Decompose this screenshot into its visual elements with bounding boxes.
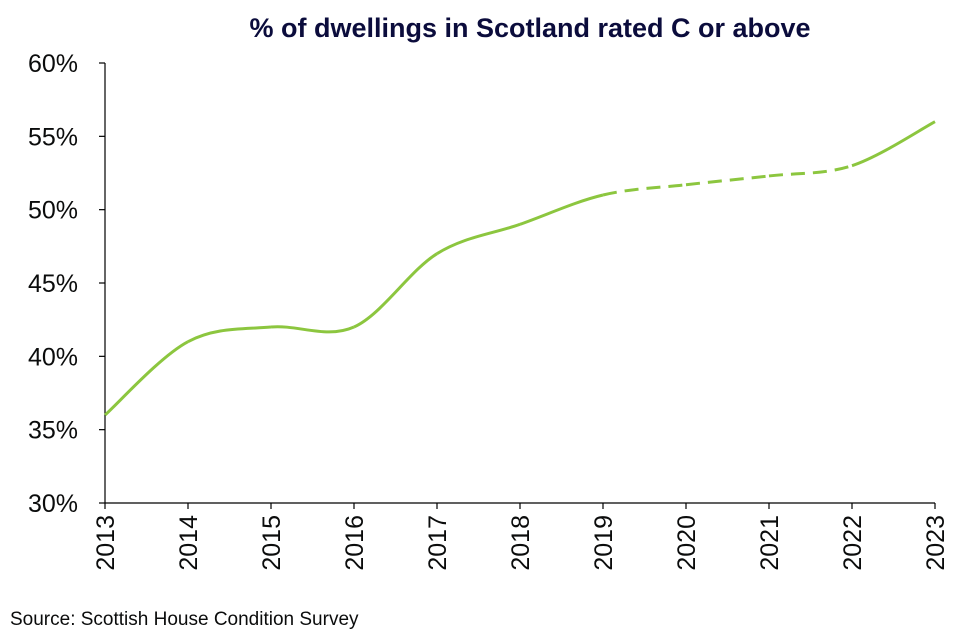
x-tick-label: 2013 <box>92 515 120 571</box>
x-tick-label: 2014 <box>175 515 203 571</box>
y-tick-label: 35% <box>28 417 78 445</box>
x-tick-label: 2023 <box>922 515 950 571</box>
y-tick-label: 30% <box>28 490 78 518</box>
series-line-segment <box>353 252 438 329</box>
series-line-segment-dashed <box>685 174 770 187</box>
x-tick-label: 2016 <box>341 515 369 571</box>
x-tick-label: 2018 <box>507 515 535 571</box>
series-line-segment <box>270 325 355 334</box>
y-tick-label: 55% <box>28 123 78 151</box>
x-tick-label: 2021 <box>756 515 784 571</box>
source-note: Source: Scottish House Condition Survey <box>10 609 359 630</box>
y-tick-label: 40% <box>28 343 78 371</box>
series-line-segment <box>436 222 521 255</box>
x-tick-label: 2020 <box>673 515 701 571</box>
x-tick-label: 2015 <box>258 515 286 571</box>
series-line-segment-dashed <box>602 183 687 197</box>
x-tick-label: 2022 <box>839 515 867 571</box>
series-line-segment <box>187 325 272 343</box>
y-tick-label: 50% <box>28 197 78 225</box>
series-line-segment <box>519 193 604 226</box>
series-line-segment <box>851 120 936 168</box>
chart-title: % of dwellings in Scotland rated C or ab… <box>249 13 810 43</box>
x-tick-label: 2019 <box>590 515 618 571</box>
x-tick-label: 2017 <box>424 515 452 571</box>
series-line-segment <box>104 340 189 417</box>
y-tick-label: 60% <box>28 50 78 78</box>
series-line-segment-dashed <box>768 164 853 178</box>
y-tick-label: 45% <box>28 270 78 298</box>
